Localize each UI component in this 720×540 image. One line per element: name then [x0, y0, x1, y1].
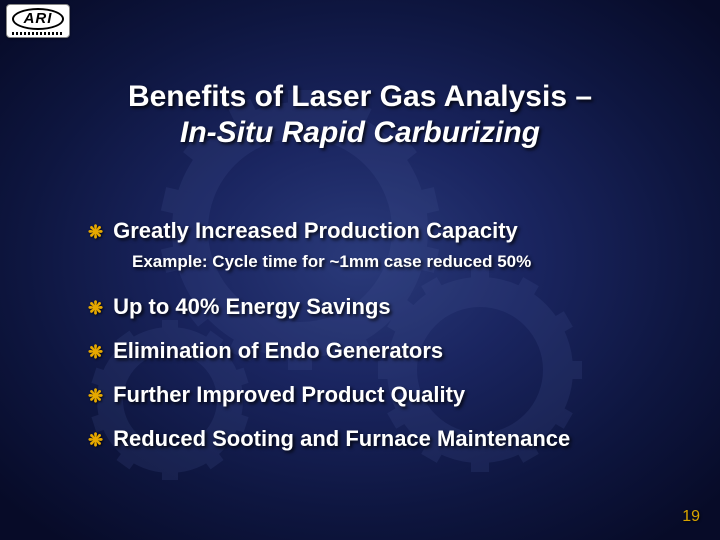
sunburst-icon: ❋	[88, 430, 103, 451]
logo-text: ARI	[12, 8, 64, 30]
bullet-text: Up to 40% Energy Savings	[113, 294, 391, 320]
sunburst-icon: ❋	[88, 222, 103, 243]
ari-logo: ARI	[6, 4, 70, 38]
logo-bar	[12, 32, 64, 35]
slide-title: Benefits of Laser Gas Analysis – In-Situ…	[0, 80, 720, 150]
sunburst-icon: ❋	[88, 342, 103, 363]
bullet-item: ❋ Reduced Sooting and Furnace Maintenance	[88, 426, 680, 452]
title-line-2: In-Situ Rapid Carburizing	[0, 116, 720, 150]
sunburst-icon: ❋	[88, 386, 103, 407]
bullet-item: ❋ Further Improved Product Quality	[88, 382, 680, 408]
bullet-text: Greatly Increased Production Capacity	[113, 218, 518, 244]
bullet-item: ❋ Elimination of Endo Generators	[88, 338, 680, 364]
bullet-item: ❋ Up to 40% Energy Savings	[88, 294, 680, 320]
slide: ARI Benefits of Laser Gas Analysis – In-…	[0, 0, 720, 540]
bullet-text: Reduced Sooting and Furnace Maintenance	[113, 426, 570, 452]
bullet-item: ❋ Greatly Increased Production Capacity	[88, 218, 680, 244]
page-number: 19	[682, 508, 700, 526]
sunburst-icon: ❋	[88, 298, 103, 319]
bullet-text: Elimination of Endo Generators	[113, 338, 443, 364]
bullet-subtext: Example: Cycle time for ~1mm case reduce…	[132, 252, 680, 272]
bullet-list: ❋ Greatly Increased Production Capacity Ex…	[88, 218, 680, 470]
title-line-1: Benefits of Laser Gas Analysis –	[0, 80, 720, 114]
bullet-text: Further Improved Product Quality	[113, 382, 465, 408]
